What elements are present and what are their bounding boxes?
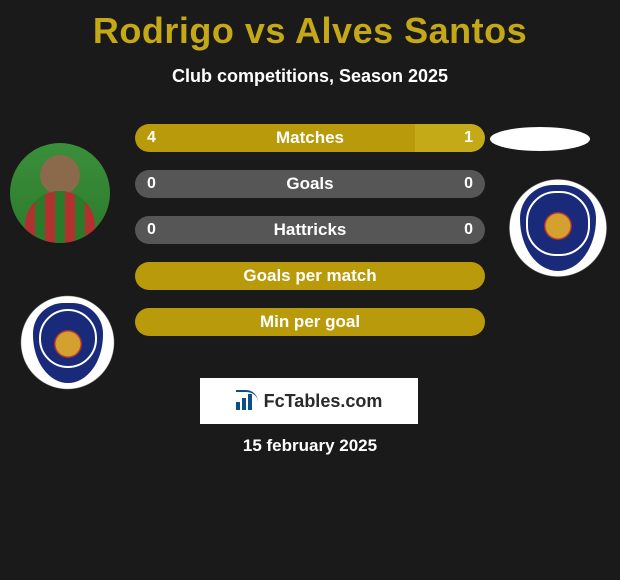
club-crest-icon: [520, 185, 596, 271]
stat-label: Matches: [135, 124, 485, 152]
stat-row: Goals per match: [135, 262, 485, 290]
stat-row: Min per goal: [135, 308, 485, 336]
stat-label: Min per goal: [135, 308, 485, 336]
player-left-club-badge: [20, 295, 115, 390]
player-right-avatar: [490, 127, 590, 151]
stat-label: Hattricks: [135, 216, 485, 244]
player-left-avatar: [10, 143, 110, 243]
footer-brand-text: FcTables.com: [264, 391, 383, 412]
stat-label: Goals per match: [135, 262, 485, 290]
stat-row: 00Goals: [135, 170, 485, 198]
stat-row: 00Hattricks: [135, 216, 485, 244]
date-label: 15 february 2025: [0, 436, 620, 456]
barchart-icon: [236, 392, 258, 410]
footer-brand-box: FcTables.com: [200, 378, 418, 424]
stat-bars: 41Matches 00Goals 00Hattricks Goals per mat…: [135, 124, 485, 354]
page-title: Rodrigo vs Alves Santos: [0, 0, 620, 52]
stat-label: Goals: [135, 170, 485, 198]
club-crest-icon: [33, 303, 103, 383]
player-right-club-badge: [508, 178, 608, 278]
subtitle: Club competitions, Season 2025: [0, 66, 620, 87]
stat-row: 41Matches: [135, 124, 485, 152]
